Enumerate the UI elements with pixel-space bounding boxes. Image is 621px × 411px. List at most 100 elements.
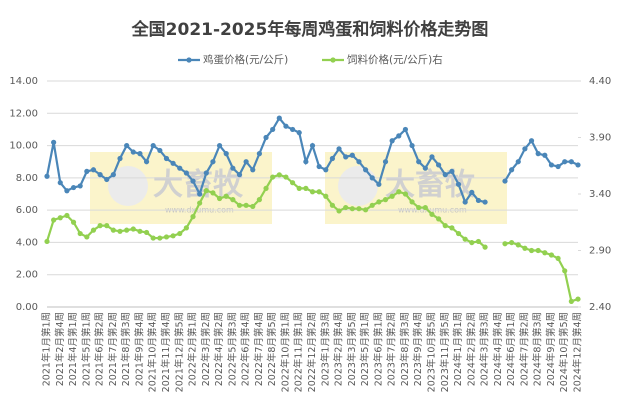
- x-tick-label: 2021年10月第4周: [147, 312, 159, 392]
- point: [150, 235, 156, 241]
- point: [110, 227, 116, 233]
- point: [177, 230, 183, 237]
- y2-tick-label: 2.40: [589, 302, 611, 313]
- point: [97, 223, 103, 229]
- x-tick-label: 2022年10月第1周: [279, 312, 291, 392]
- point: [475, 238, 482, 245]
- point: [336, 146, 342, 152]
- point: [542, 250, 548, 256]
- point: [396, 133, 402, 139]
- point: [256, 197, 262, 203]
- point: [343, 204, 349, 211]
- point: [382, 197, 389, 203]
- point: [455, 181, 462, 187]
- point: [70, 219, 77, 225]
- point: [336, 208, 342, 214]
- point: [522, 146, 528, 152]
- point: [130, 149, 136, 155]
- point: [137, 228, 143, 234]
- point: [515, 242, 521, 248]
- point: [263, 185, 269, 191]
- point: [157, 235, 163, 241]
- x-tick-label: 2022年7月第4周: [253, 312, 265, 386]
- point: [323, 193, 329, 199]
- x-tick-label: 2022年12月第2周: [306, 312, 318, 392]
- x-tick-label: 2022年3月第2周: [200, 312, 212, 386]
- series: [44, 172, 581, 304]
- x-tick-label: 2021年1月第1周: [41, 312, 53, 386]
- y2-tick-label: 4.40: [589, 76, 611, 87]
- point: [369, 202, 375, 208]
- point: [51, 139, 57, 145]
- point: [104, 176, 110, 183]
- point: [170, 160, 176, 166]
- point: [555, 255, 561, 262]
- point: [382, 159, 389, 165]
- point: [223, 193, 229, 199]
- point: [389, 193, 395, 199]
- point: [449, 168, 455, 174]
- point: [203, 188, 209, 194]
- y2-tick-label: 3.90: [589, 133, 611, 144]
- x-tick-label: 2021年8月第3周: [120, 312, 132, 386]
- point: [230, 165, 236, 171]
- point: [469, 189, 475, 195]
- x-tick-label: 2021年4月第1周: [67, 312, 79, 386]
- x-tick-label: 2022年11月第1周: [293, 312, 305, 392]
- point: [376, 199, 382, 205]
- x-tick-label: 2021年9月第4周: [133, 312, 145, 386]
- series: [44, 115, 581, 205]
- x-tick-label: 2021年11月第4周: [160, 312, 172, 392]
- point: [270, 126, 276, 133]
- x-tick-label: 2021年12月第5周: [173, 312, 185, 392]
- point: [216, 195, 223, 202]
- y-tick-label: 2.00: [16, 270, 38, 281]
- point: [130, 226, 136, 232]
- point: [482, 244, 488, 250]
- point: [203, 170, 209, 176]
- point: [568, 298, 574, 304]
- x-tick-label: 2024年10月第5周: [558, 312, 570, 392]
- point: [528, 247, 535, 254]
- point: [542, 152, 548, 158]
- x-tick-label: 2024年4月第4周: [492, 312, 504, 386]
- point: [197, 191, 203, 197]
- point: [210, 159, 216, 165]
- point: [230, 197, 236, 203]
- point: [177, 165, 183, 171]
- y-tick-label: 8.00: [16, 173, 38, 184]
- point: [309, 142, 316, 149]
- x-tick-label: 2021年5月第1周: [80, 312, 92, 386]
- point: [323, 167, 329, 173]
- point: [236, 202, 243, 208]
- point: [309, 189, 316, 195]
- point: [442, 223, 448, 229]
- point: [84, 234, 90, 240]
- point: [263, 134, 269, 141]
- point: [210, 190, 216, 196]
- point: [535, 247, 541, 254]
- point: [223, 151, 229, 157]
- point: [64, 212, 70, 219]
- point: [117, 155, 123, 162]
- x-tick-label: 2023年11月第5周: [439, 312, 451, 392]
- watermark: 大畜牧 www.dxumu.com 大畜牧 www.dxumu.com: [90, 152, 507, 224]
- x-tick-label: 2024年7月第2周: [518, 312, 530, 386]
- point: [190, 178, 196, 184]
- x-tick-label: 2021年2月第4周: [54, 312, 66, 386]
- point: [289, 180, 296, 186]
- point: [283, 123, 289, 129]
- x-tick-label: 2023年3月第5周: [346, 312, 358, 386]
- x-tick-label: 2022年4月第2周: [213, 312, 225, 386]
- point: [303, 159, 309, 165]
- y-tick-label: 0.00: [16, 302, 38, 313]
- point: [57, 215, 63, 221]
- point: [51, 217, 57, 223]
- x-tick-label: 2022年8月第5周: [266, 312, 278, 386]
- point: [469, 239, 475, 246]
- point: [84, 168, 90, 174]
- point: [276, 115, 282, 121]
- point: [555, 163, 561, 170]
- point: [402, 126, 409, 133]
- point: [436, 162, 442, 168]
